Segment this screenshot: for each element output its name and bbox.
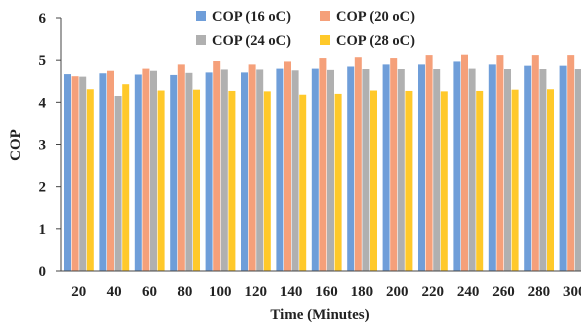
x-tick-label-300: 300 [563,284,581,300]
bar-260-series-1 [488,64,496,271]
bar-240-series-3 [468,68,476,271]
x-tick-label-80: 80 [177,284,192,300]
bar-80-series-4 [193,89,200,272]
y-tick-label-2: 2 [39,180,47,196]
x-tick-label-140: 140 [280,284,303,300]
bar-280-series-3 [539,69,547,272]
bar-100-series-1 [205,72,213,271]
x-tick-label-220: 220 [421,284,444,300]
bar-140-series-2 [284,61,291,272]
y-tick-label-6: 6 [39,11,47,27]
bar-120-series-1 [241,72,248,271]
bar-140-series-1 [276,68,284,271]
y-ticks-layer: 0 1 2 3 4 5 6 [39,11,61,280]
x-tick-label-280: 280 [528,284,551,300]
bar-60-series-1 [134,74,142,271]
bar-240-series-2 [461,54,468,271]
bar-20-series-4 [86,89,94,271]
legend-label-2: COP (20 oC) [336,9,415,25]
x-tick-label-20: 20 [71,284,86,300]
bar-300-series-1 [559,65,567,272]
x-tick-label-240: 240 [457,284,480,300]
bar-120-series-2 [248,64,256,271]
bar-200-series-2 [390,58,398,272]
bar-260-series-2 [496,55,504,271]
y-tick-label-0: 0 [39,264,47,280]
bar-120-series-4 [263,91,271,272]
bar-40-series-1 [99,73,107,272]
x-tick-label-40: 40 [107,284,122,300]
y-tick-label-3: 3 [39,138,47,154]
x-tick-label-180: 180 [351,284,374,300]
bar-180-series-1 [347,66,355,272]
y-tick-label-1: 1 [39,222,47,238]
bar-40-series-2 [107,70,114,272]
x-tick-label-260: 260 [492,284,515,300]
x-axis-title: Time (Minutes) [270,307,369,323]
bar-260-series-3 [504,69,511,272]
bar-80-series-2 [177,64,185,271]
bar-140-series-3 [291,70,299,271]
bar-160-series-3 [327,69,334,272]
bar-20-series-2 [71,76,79,271]
legend-swatch-1 [196,11,206,21]
bar-100-series-3 [220,69,228,271]
bar-160-series-4 [334,93,342,272]
x-tick-label-160: 160 [315,284,338,300]
x-tick-label-120: 120 [244,284,267,300]
bar-120-series-3 [256,69,264,271]
bar-60-series-2 [142,68,150,271]
bar-140-series-4 [299,94,307,272]
x-ticks-layer: 20 40 60 80 100 120 140 160 180 200 220 240 260 280 30… [71,284,581,300]
bar-220-series-4 [440,91,448,272]
x-tick-label-200: 200 [386,284,409,300]
y-tick-label-5: 5 [39,53,47,69]
bar-80-series-1 [170,74,178,271]
bar-40-series-3 [114,96,122,271]
bar-300-series-3 [574,69,581,272]
legend-swatch-2 [320,11,330,21]
bar-100-series-4 [228,90,236,271]
bar-40-series-4 [122,84,130,271]
bar-280-series-4 [547,89,554,271]
legend-swatch-4 [320,35,330,45]
bar-260-series-4 [511,89,519,272]
bar-220-series-3 [433,69,441,272]
bar-60-series-4 [157,90,165,271]
bar-180-series-3 [362,69,370,272]
legend: COP (16 oC) COP (20 oC) COP (24 oC) COP (28… [196,9,415,49]
bar-180-series-2 [354,57,362,272]
bar-100-series-2 [213,61,221,272]
y-axis-title: COP [8,129,24,161]
x-tick-label-100: 100 [209,284,232,300]
legend-label-1: COP (16 oC) [212,9,291,25]
bar-280-series-2 [531,55,539,271]
bar-220-series-1 [418,64,425,271]
bar-200-series-4 [405,90,413,271]
bar-240-series-1 [453,61,461,272]
legend-swatch-3 [196,35,206,45]
bar-280-series-1 [524,65,532,272]
bar-20-series-3 [79,76,87,271]
bars-layer [64,54,581,272]
bar-240-series-4 [476,90,484,271]
bar-180-series-4 [370,90,377,271]
bar-160-series-1 [311,68,319,271]
legend-label-3: COP (24 oC) [212,33,291,49]
bar-160-series-2 [319,58,327,272]
bar-200-series-1 [382,64,390,271]
bar-220-series-2 [425,55,433,271]
bar-60-series-3 [150,70,157,272]
bar-80-series-3 [185,72,193,271]
y-tick-label-4: 4 [39,95,47,111]
bar-200-series-3 [397,69,405,272]
legend-label-4: COP (28 oC) [336,33,415,49]
bar-300-series-2 [567,55,575,271]
bar-20-series-1 [64,74,71,271]
x-tick-label-60: 60 [142,284,157,300]
